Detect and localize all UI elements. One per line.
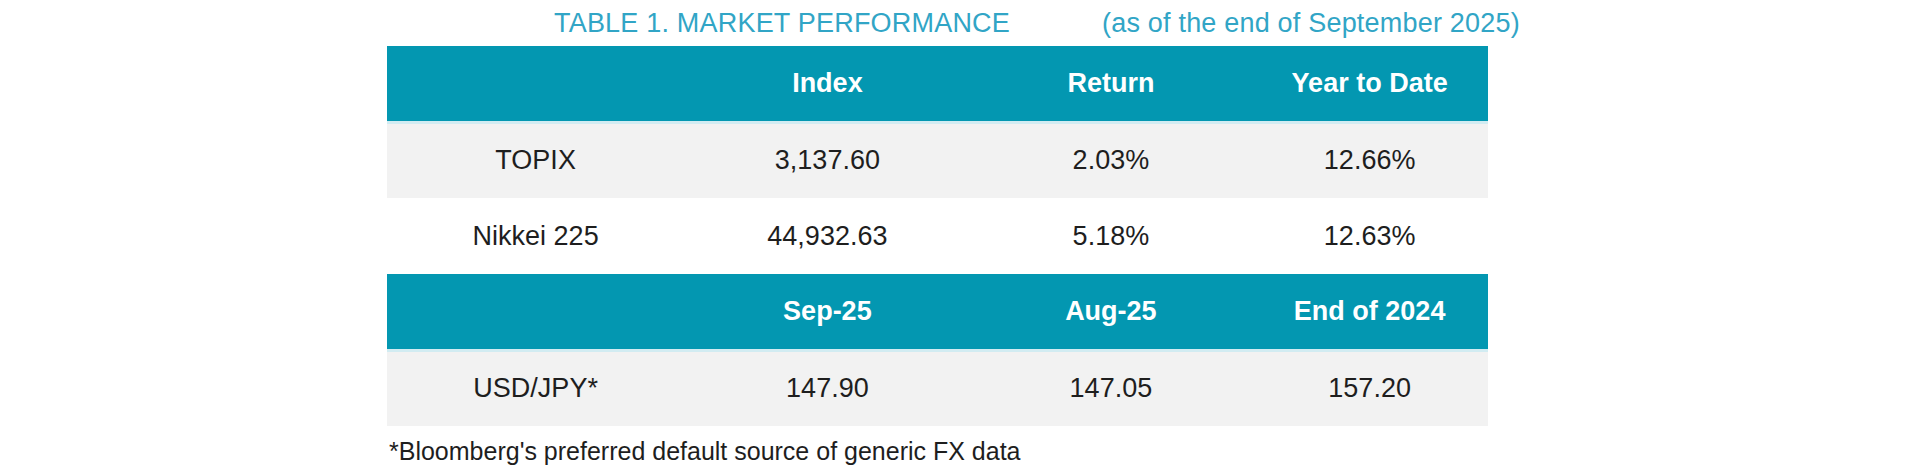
cell-topix-index: 3,137.60 — [684, 122, 970, 198]
table-title-asof: (as of the end of September 2025) — [1102, 8, 1520, 39]
cell-nikkei-index: 44,932.63 — [684, 198, 970, 274]
cell-usdjpy-aug25: 147.05 — [971, 350, 1252, 426]
cell-usdjpy-end2024: 157.20 — [1251, 350, 1488, 426]
header-cell-end-of-2024: End of 2024 — [1251, 274, 1488, 350]
header-cell-blank-1 — [387, 46, 684, 122]
cell-usdjpy-sep25: 147.90 — [684, 350, 970, 426]
header-cell-return: Return — [971, 46, 1252, 122]
cell-topix-label: TOPIX — [387, 122, 684, 198]
cell-usdjpy-label: USD/JPY* — [387, 350, 684, 426]
header-cell-aug-25: Aug-25 — [971, 274, 1252, 350]
header-cell-index: Index — [684, 46, 970, 122]
header-cell-blank-2 — [387, 274, 684, 350]
header-row-fx: Sep-25 Aug-25 End of 2024 — [387, 274, 1488, 350]
table-row-nikkei: Nikkei 225 44,932.63 5.18% 12.63% — [387, 198, 1488, 274]
table-row-usdjpy: USD/JPY* 147.90 147.05 157.20 — [387, 350, 1488, 426]
cell-nikkei-ytd: 12.63% — [1251, 198, 1488, 274]
header-cell-year-to-date: Year to Date — [1251, 46, 1488, 122]
cell-nikkei-return: 5.18% — [971, 198, 1252, 274]
table-row-topix: TOPIX 3,137.60 2.03% 12.66% — [387, 122, 1488, 198]
header-row-index: Index Return Year to Date — [387, 46, 1488, 122]
header-cell-sep-25: Sep-25 — [684, 274, 970, 350]
footnote: *Bloomberg's preferred default source of… — [389, 437, 1021, 466]
page: TABLE 1. MARKET PERFORMANCE (as of the e… — [0, 0, 1920, 473]
cell-nikkei-label: Nikkei 225 — [387, 198, 684, 274]
table-title-main: TABLE 1. MARKET PERFORMANCE — [554, 8, 1010, 39]
cell-topix-ytd: 12.66% — [1251, 122, 1488, 198]
market-performance-table: Index Return Year to Date TOPIX 3,137.60… — [387, 46, 1488, 426]
table-title: TABLE 1. MARKET PERFORMANCE (as of the e… — [554, 8, 1520, 39]
cell-topix-return: 2.03% — [971, 122, 1252, 198]
